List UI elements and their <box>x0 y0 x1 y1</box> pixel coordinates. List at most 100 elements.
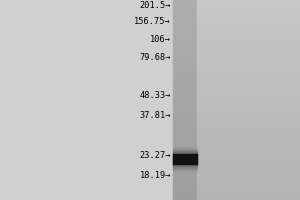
Bar <box>196 0 300 2</box>
Bar <box>196 150 300 152</box>
Bar <box>172 70 197 73</box>
Bar <box>196 58 300 60</box>
Bar <box>172 90 197 92</box>
Bar <box>172 38 197 40</box>
Bar <box>172 192 197 195</box>
Bar <box>172 85 197 88</box>
Bar <box>172 75 197 77</box>
Bar <box>196 148 300 150</box>
Text: 23.27→: 23.27→ <box>140 152 171 160</box>
Bar <box>196 22 300 25</box>
Bar <box>172 112 197 115</box>
Bar <box>172 105 197 108</box>
Bar <box>172 58 197 60</box>
Bar <box>196 2 300 5</box>
Bar <box>172 80 197 82</box>
Bar <box>172 142 197 145</box>
Bar <box>172 68 197 70</box>
Bar <box>172 5 197 7</box>
Bar <box>172 20 197 22</box>
Bar <box>196 0 300 200</box>
Bar <box>172 0 197 2</box>
Bar <box>172 152 197 155</box>
Text: 48.33→: 48.33→ <box>140 92 171 100</box>
Bar <box>172 10 197 12</box>
Bar <box>196 112 300 115</box>
Bar <box>196 105 300 108</box>
Bar <box>196 5 300 7</box>
Bar <box>196 192 300 195</box>
Bar <box>172 22 197 25</box>
Bar <box>196 85 300 88</box>
Bar <box>196 122 300 125</box>
Bar <box>172 40 197 43</box>
Bar <box>172 190 197 192</box>
Bar <box>172 148 197 150</box>
Bar <box>196 15 300 18</box>
Bar <box>196 102 300 105</box>
Bar <box>196 55 300 58</box>
Bar <box>196 27 300 30</box>
Bar <box>172 149 197 169</box>
Bar <box>172 198 197 200</box>
Bar <box>196 178 300 180</box>
Bar <box>172 98 197 100</box>
Bar <box>196 95 300 98</box>
Bar <box>172 110 197 112</box>
Bar <box>172 115 197 117</box>
Bar <box>196 30 300 32</box>
Bar <box>172 138 197 140</box>
Bar <box>196 80 300 82</box>
Bar <box>196 75 300 77</box>
Bar <box>196 68 300 70</box>
Bar <box>196 83 300 85</box>
Bar <box>172 83 197 85</box>
Bar <box>172 7 197 10</box>
Bar <box>196 152 300 155</box>
Bar <box>196 88 300 90</box>
Bar <box>196 50 300 52</box>
Bar <box>172 155 197 158</box>
Bar <box>172 73 197 75</box>
Bar <box>196 128 300 130</box>
Bar <box>196 185 300 188</box>
Bar <box>196 40 300 43</box>
Bar <box>196 10 300 12</box>
Bar <box>172 60 197 62</box>
Bar <box>172 35 197 38</box>
Bar <box>172 12 197 15</box>
Bar <box>196 140 300 142</box>
Bar <box>172 32 197 35</box>
Bar <box>196 172 300 175</box>
Bar <box>196 32 300 35</box>
Bar <box>196 162 300 165</box>
Text: 156.75→: 156.75→ <box>134 18 171 26</box>
Bar <box>172 102 197 105</box>
Bar <box>172 128 197 130</box>
Bar <box>172 147 197 171</box>
Bar <box>172 178 197 180</box>
Bar <box>172 180 197 182</box>
Bar <box>172 152 197 166</box>
Bar <box>172 92 197 95</box>
Bar <box>172 78 197 80</box>
Bar <box>196 125 300 128</box>
Bar <box>172 172 197 175</box>
Text: 79.68→: 79.68→ <box>140 53 171 62</box>
Bar <box>196 52 300 55</box>
Bar <box>196 195 300 198</box>
Bar <box>196 18 300 20</box>
Bar <box>196 100 300 102</box>
Bar <box>196 25 300 27</box>
Bar <box>172 158 197 160</box>
Bar <box>196 138 300 140</box>
Bar <box>172 195 197 198</box>
Bar <box>196 120 300 122</box>
Bar <box>196 38 300 40</box>
Bar <box>196 7 300 10</box>
Bar <box>196 180 300 182</box>
Bar <box>172 18 197 20</box>
Bar <box>196 132 300 135</box>
Bar <box>172 150 197 168</box>
Bar <box>172 162 197 165</box>
